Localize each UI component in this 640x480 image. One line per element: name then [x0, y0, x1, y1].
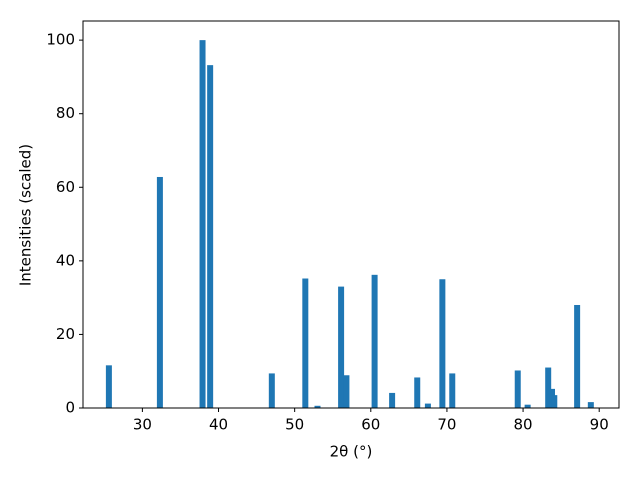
- y-tick-label: 40: [56, 251, 75, 269]
- bar: [268, 373, 275, 408]
- y-tick-label: 80: [56, 104, 75, 122]
- x-tick-label: 70: [437, 416, 456, 434]
- bar: [302, 278, 309, 408]
- bar: [545, 367, 552, 408]
- bar: [414, 377, 421, 408]
- bar: [207, 65, 214, 409]
- bar: [524, 404, 531, 408]
- bar: [587, 402, 594, 408]
- bar: [389, 392, 396, 408]
- bar: [424, 403, 431, 408]
- bar: [371, 274, 378, 408]
- x-tick-label: 60: [361, 416, 380, 434]
- plot-frame: [82, 20, 620, 409]
- bar: [314, 405, 321, 408]
- bar: [338, 286, 345, 408]
- x-tick-label: 50: [285, 416, 304, 434]
- x-tick-label: 80: [514, 416, 533, 434]
- y-axis-label: Intensities (scaled): [17, 144, 35, 286]
- x-tick-label: 30: [133, 416, 152, 434]
- bar: [156, 176, 163, 408]
- y-tick-label: 100: [46, 31, 75, 49]
- bar: [105, 365, 112, 408]
- y-tick-label: 0: [65, 399, 75, 417]
- bar: [343, 375, 350, 408]
- x-tick-label: 40: [209, 416, 228, 434]
- bar: [514, 370, 521, 408]
- bar: [199, 40, 206, 409]
- y-tick-label: 60: [56, 178, 75, 196]
- y-tick-label: 20: [56, 325, 75, 343]
- bar: [551, 395, 558, 408]
- bar: [574, 304, 581, 408]
- x-axis-label: 2θ (°): [330, 443, 373, 461]
- bar: [449, 373, 456, 408]
- x-tick-label: 90: [590, 416, 609, 434]
- bar: [439, 279, 446, 408]
